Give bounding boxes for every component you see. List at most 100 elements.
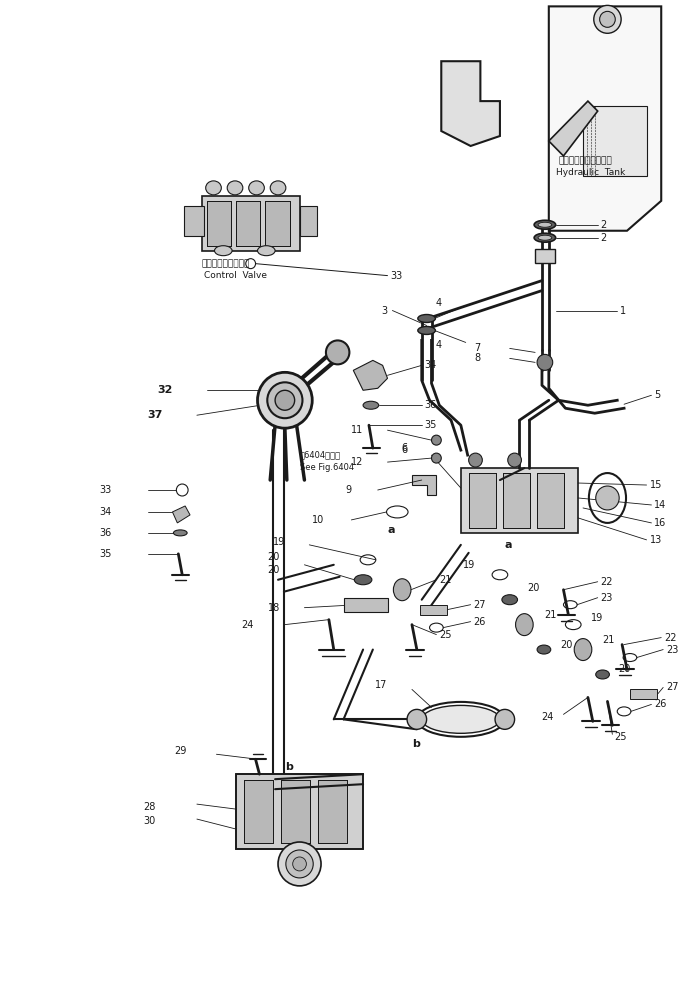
Bar <box>207 201 231 246</box>
Text: 14: 14 <box>654 500 666 510</box>
Text: 第6404図参照: 第6404図参照 <box>299 451 341 460</box>
Bar <box>207 201 231 246</box>
Text: See Fig.6404: See Fig.6404 <box>299 462 354 471</box>
Text: 10: 10 <box>311 515 324 524</box>
Text: 36: 36 <box>99 527 112 538</box>
Bar <box>236 774 363 849</box>
Text: b: b <box>412 739 420 749</box>
Text: 23: 23 <box>600 592 613 603</box>
Bar <box>281 780 310 843</box>
Text: 32: 32 <box>157 386 173 396</box>
Bar <box>281 780 310 843</box>
Bar <box>503 473 530 527</box>
Text: 16: 16 <box>654 518 666 527</box>
Text: 29: 29 <box>175 746 187 757</box>
Text: 15: 15 <box>649 480 662 490</box>
Circle shape <box>292 857 307 871</box>
Bar <box>461 468 578 533</box>
Text: 9: 9 <box>345 485 352 495</box>
Bar <box>265 201 290 246</box>
Bar <box>318 780 347 843</box>
Ellipse shape <box>538 222 551 227</box>
Text: 25: 25 <box>614 732 627 742</box>
Text: 34: 34 <box>425 360 437 370</box>
Text: 21: 21 <box>602 635 615 645</box>
Polygon shape <box>549 101 598 155</box>
Bar <box>236 774 363 849</box>
Ellipse shape <box>502 594 517 605</box>
Text: 26: 26 <box>654 700 667 709</box>
Ellipse shape <box>515 614 533 636</box>
Polygon shape <box>441 61 500 146</box>
Circle shape <box>432 453 441 463</box>
Text: 12: 12 <box>351 458 363 467</box>
Circle shape <box>258 372 312 428</box>
Text: 6: 6 <box>401 445 407 456</box>
Text: 23: 23 <box>666 645 679 654</box>
Text: b: b <box>285 763 293 772</box>
Text: 28: 28 <box>143 802 156 812</box>
Bar <box>343 597 388 612</box>
Text: 21: 21 <box>544 610 556 620</box>
Ellipse shape <box>537 646 551 654</box>
Text: 36: 36 <box>425 400 437 410</box>
Ellipse shape <box>205 181 221 195</box>
Text: コントロールバルブ: コントロールバルブ <box>202 259 250 269</box>
Circle shape <box>596 486 619 510</box>
Text: Hydraulic  Tank: Hydraulic Tank <box>556 168 625 177</box>
Circle shape <box>495 709 515 729</box>
Circle shape <box>267 383 303 418</box>
Circle shape <box>286 850 313 878</box>
Ellipse shape <box>574 639 592 660</box>
Bar <box>583 106 647 176</box>
Circle shape <box>326 340 350 364</box>
Text: 35: 35 <box>99 549 112 559</box>
Bar <box>265 201 290 246</box>
Ellipse shape <box>227 181 243 195</box>
Circle shape <box>432 435 441 445</box>
Text: 19: 19 <box>591 613 603 623</box>
Text: 17: 17 <box>375 681 388 691</box>
Polygon shape <box>549 6 661 230</box>
Bar <box>469 473 496 527</box>
Text: 37: 37 <box>148 410 163 420</box>
Circle shape <box>278 842 321 886</box>
Circle shape <box>537 354 553 370</box>
Ellipse shape <box>538 235 551 240</box>
Bar <box>420 605 447 615</box>
Ellipse shape <box>418 327 435 335</box>
Ellipse shape <box>354 575 372 584</box>
Bar <box>244 780 273 843</box>
Text: 35: 35 <box>425 420 437 430</box>
Text: 4: 4 <box>435 297 441 308</box>
Circle shape <box>469 453 482 467</box>
Bar <box>630 690 658 700</box>
Text: 2: 2 <box>600 233 607 243</box>
Bar <box>236 201 260 246</box>
Text: 11: 11 <box>351 425 363 435</box>
Text: 22: 22 <box>664 633 677 643</box>
Text: 25: 25 <box>439 630 452 640</box>
Text: 21: 21 <box>439 575 452 584</box>
Ellipse shape <box>249 181 265 195</box>
Ellipse shape <box>214 246 232 256</box>
Text: 1: 1 <box>620 305 626 316</box>
Text: a: a <box>505 540 512 550</box>
Polygon shape <box>354 360 388 391</box>
Text: 30: 30 <box>143 816 156 827</box>
Text: 6: 6 <box>401 443 407 453</box>
Text: 3: 3 <box>381 305 388 316</box>
Text: 27: 27 <box>666 683 679 693</box>
Text: 5: 5 <box>654 391 661 400</box>
Ellipse shape <box>393 579 411 600</box>
Bar <box>236 201 260 246</box>
Text: Control  Valve: Control Valve <box>204 272 267 280</box>
Bar <box>184 206 204 236</box>
Circle shape <box>594 5 621 33</box>
Text: 4: 4 <box>435 340 441 350</box>
Text: 19: 19 <box>463 560 475 570</box>
Text: 26: 26 <box>473 617 486 627</box>
Bar <box>318 780 347 843</box>
Text: 8: 8 <box>474 353 480 363</box>
Bar <box>503 473 530 527</box>
